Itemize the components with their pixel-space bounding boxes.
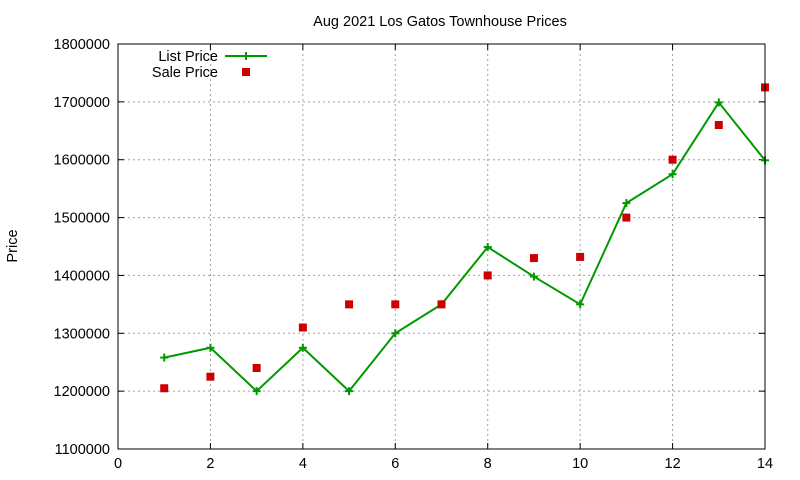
data-point xyxy=(576,300,585,309)
legend-entry: Sale Price xyxy=(152,65,250,81)
data-point xyxy=(714,98,723,107)
series-sale-price xyxy=(160,83,769,393)
data-point xyxy=(668,170,677,179)
data-point xyxy=(298,343,307,352)
data-point xyxy=(668,155,677,164)
data-point xyxy=(622,199,631,208)
data-point xyxy=(345,387,354,396)
y-tick-label: 1800000 xyxy=(54,37,110,53)
y-tick-label: 1400000 xyxy=(54,268,110,284)
x-tick-label: 0 xyxy=(114,456,122,472)
data-point xyxy=(160,384,169,393)
data-point xyxy=(483,243,492,252)
data-point xyxy=(252,364,261,372)
y-tick-label: 1700000 xyxy=(54,95,110,111)
data-point xyxy=(206,343,215,352)
data-point xyxy=(345,300,354,309)
data-point xyxy=(391,300,400,309)
data-point xyxy=(206,372,215,381)
x-tick-label: 12 xyxy=(665,456,681,472)
y-tick-label: 1100000 xyxy=(55,442,110,458)
data-point xyxy=(622,213,631,222)
data-point xyxy=(437,300,446,309)
data-point xyxy=(576,252,585,261)
legend-label: Sale Price xyxy=(152,65,218,81)
gridlines xyxy=(118,44,765,449)
chart-title: Aug 2021 Los Gatos Townhouse Prices xyxy=(313,14,567,30)
y-tick-label: 1500000 xyxy=(54,211,110,227)
x-tick-label: 14 xyxy=(757,456,773,472)
data-point xyxy=(714,121,723,129)
x-tick-label: 2 xyxy=(206,456,214,472)
y-tick-label: 1200000 xyxy=(54,384,110,400)
data-point xyxy=(298,323,307,332)
plot-border xyxy=(117,43,766,450)
series-layer xyxy=(160,83,769,396)
x-tick-label: 8 xyxy=(484,456,492,472)
data-point xyxy=(160,353,169,362)
data-point xyxy=(252,387,261,396)
legend-marker xyxy=(242,52,250,60)
data-point xyxy=(529,254,538,263)
x-tick-label: 10 xyxy=(572,456,588,472)
legend-entry: List Price xyxy=(158,49,267,65)
legend-marker xyxy=(242,68,250,76)
data-point xyxy=(483,271,492,280)
data-point xyxy=(529,272,538,281)
legend-label: List Price xyxy=(158,49,218,65)
series-line xyxy=(164,100,766,393)
y-axis-label: Price xyxy=(5,229,21,262)
y-tick-label: 1300000 xyxy=(54,326,110,342)
y-tick-label: 1600000 xyxy=(54,153,110,169)
data-point xyxy=(391,329,400,338)
x-tick-label: 4 xyxy=(299,456,307,472)
series-list-price xyxy=(160,98,769,396)
x-tick-label: 6 xyxy=(391,456,399,472)
